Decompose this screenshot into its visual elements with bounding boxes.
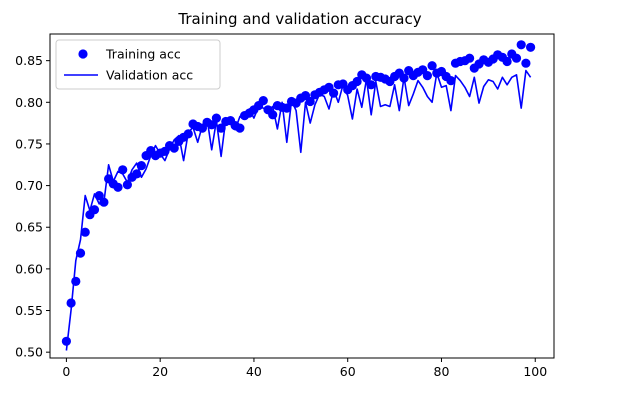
x-tick-label: 60: [340, 364, 356, 379]
data-point-training-acc: [113, 182, 123, 192]
data-point-training-acc: [521, 58, 531, 68]
data-point-training-acc: [516, 40, 526, 50]
data-point-training-acc: [427, 61, 437, 71]
data-point-training-acc: [216, 123, 226, 133]
data-point-training-acc: [235, 123, 245, 133]
series-line-validation-acc: [65, 69, 532, 351]
data-point-training-acc: [446, 76, 456, 86]
data-point-training-acc: [89, 205, 100, 215]
x-tick-label: 0: [62, 364, 70, 379]
data-point-training-acc: [211, 113, 221, 123]
data-point-training-acc: [526, 42, 536, 52]
data-point-training-acc: [352, 76, 362, 87]
y-tick-label: 0.55: [15, 303, 43, 318]
legend: Training acc Validation acc: [55, 39, 221, 90]
data-point-training-acc: [282, 103, 292, 113]
y-tick-label: 0.65: [15, 220, 43, 235]
y-tick-label: 0.50: [15, 345, 43, 360]
data-point-training-acc: [465, 53, 475, 63]
x-tick-label: 20: [152, 364, 168, 379]
legend-label-validation-acc: Validation acc: [106, 68, 193, 83]
data-point-training-acc: [207, 120, 217, 130]
data-point-training-acc: [305, 96, 315, 107]
y-tick-label: 0.85: [15, 53, 43, 68]
data-point-training-acc: [122, 180, 132, 190]
plot-frame: [49, 33, 555, 359]
x-tick-label: 80: [434, 364, 450, 379]
data-point-training-acc: [361, 73, 372, 83]
data-point-training-acc: [366, 80, 376, 90]
y-tick-label: 0.80: [15, 95, 43, 110]
chart-title: Training and validation accuracy: [177, 10, 421, 28]
data-point-training-acc: [502, 56, 512, 67]
legend-marker-training-acc: [78, 49, 88, 59]
data-point-training-acc: [71, 276, 81, 286]
legend-label-training-acc: Training acc: [105, 47, 181, 62]
legend-box: [55, 39, 221, 90]
plot-area: [61, 40, 536, 351]
x-tick-label: 40: [246, 364, 262, 379]
axes: 0 20 40 60 80 100 0.50 0.55 0.60 0.65 0.70 0.75 0.80…: [15, 33, 555, 379]
data-point-training-acc: [511, 53, 522, 63]
y-tick-label: 0.60: [15, 261, 43, 276]
data-point-training-acc: [80, 227, 90, 237]
data-point-training-acc: [258, 96, 268, 106]
x-tick-label: 100: [523, 364, 547, 379]
y-tick-label: 0.70: [15, 178, 43, 193]
data-point-training-acc: [61, 336, 71, 346]
y-tick-label: 0.75: [15, 136, 43, 151]
data-point-training-acc: [422, 71, 432, 81]
